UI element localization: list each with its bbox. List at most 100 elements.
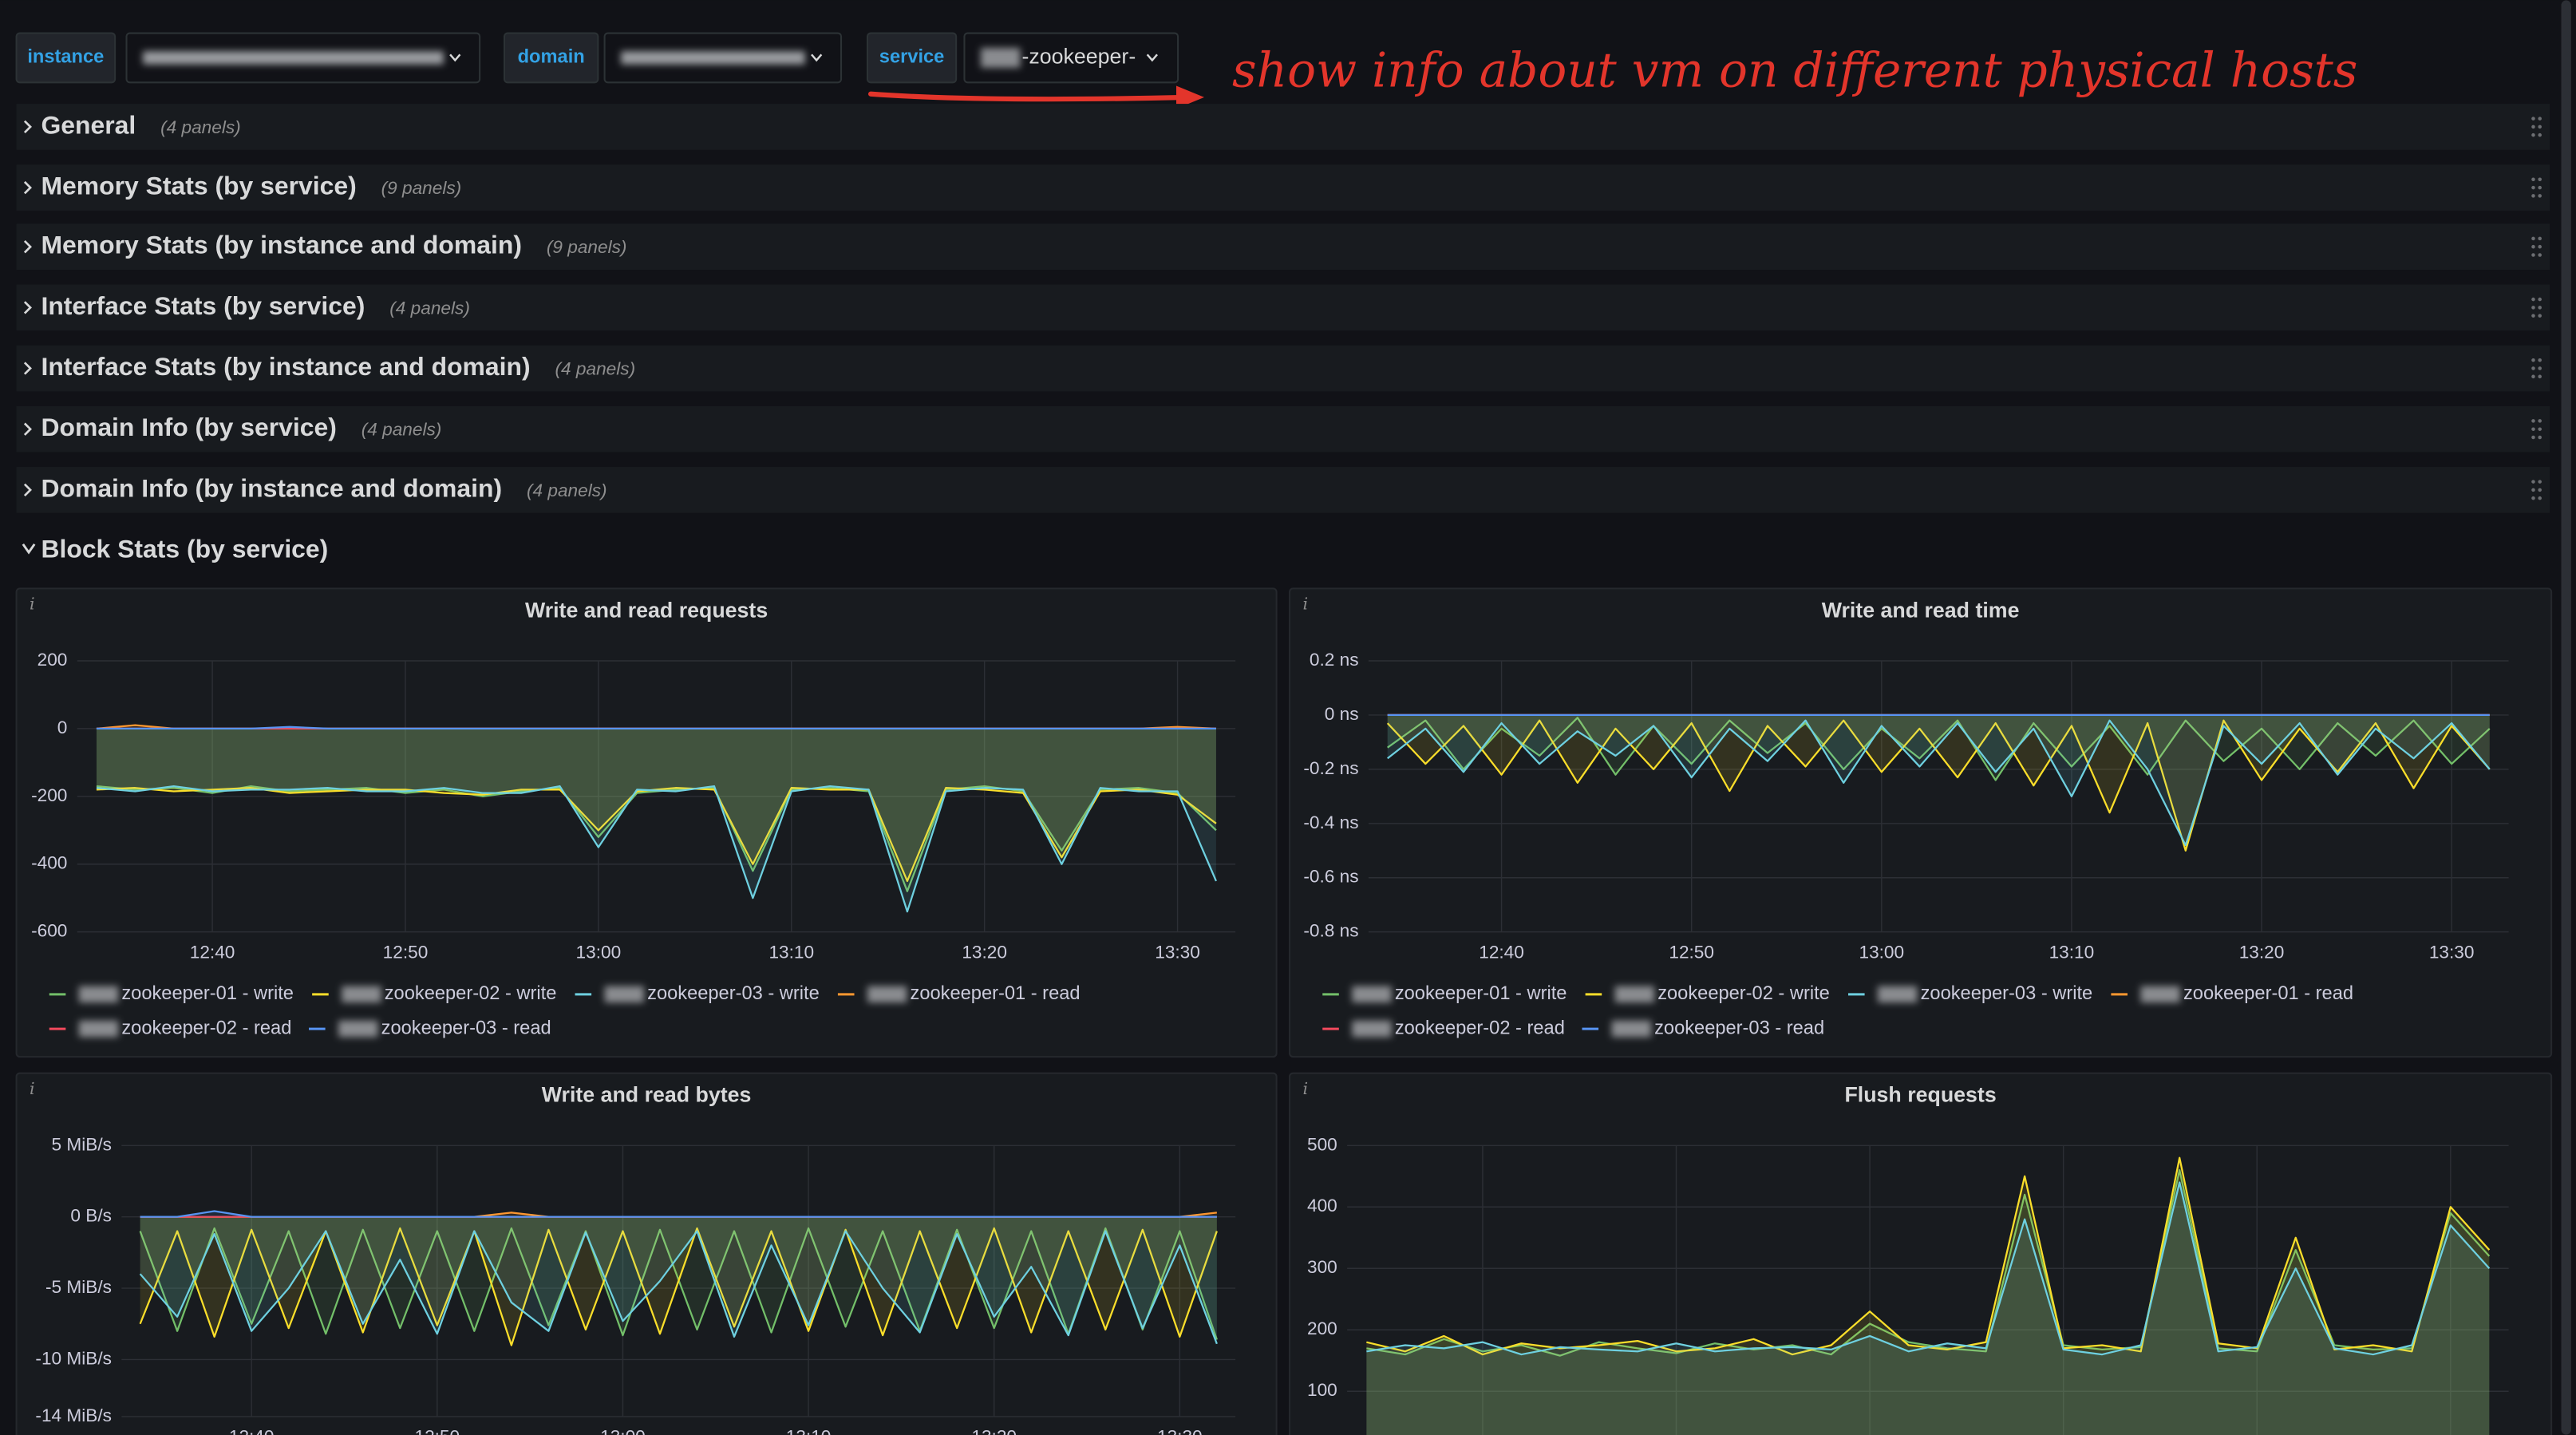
- series-line: [140, 1210, 1217, 1218]
- drag-handle-dot[interactable]: [2531, 488, 2535, 492]
- row-bar[interactable]: [16, 104, 2550, 150]
- panel-title: Flush requests: [1844, 1083, 1996, 1107]
- drag-handle-dot[interactable]: [2538, 358, 2542, 362]
- row-title[interactable]: Interface Stats (by instance and domain): [41, 352, 530, 381]
- drag-handle-dot[interactable]: [2531, 496, 2535, 500]
- drag-handle-dot[interactable]: [2531, 236, 2535, 241]
- drag-handle-dot[interactable]: [2531, 177, 2535, 182]
- drag-handle-dot[interactable]: [2538, 244, 2542, 249]
- drag-handle-dot[interactable]: [2538, 427, 2542, 431]
- legend-blurred-prefix: [78, 986, 119, 1003]
- row-bar[interactable]: [16, 467, 2550, 513]
- legend-label[interactable]: zookeeper-02 - read: [121, 1018, 291, 1038]
- blurred-value: [143, 51, 444, 65]
- drag-handle-dot[interactable]: [2531, 366, 2535, 370]
- legend-label[interactable]: zookeeper-01 - write: [121, 983, 294, 1004]
- row-bar[interactable]: [16, 405, 2550, 453]
- drag-handle-dot[interactable]: [2531, 314, 2535, 318]
- drag-handle-dot[interactable]: [2531, 253, 2535, 257]
- drag-handle-dot[interactable]: [2538, 194, 2542, 198]
- drag-handle-dot[interactable]: [2538, 125, 2542, 129]
- scrollbar[interactable]: [2561, 0, 2571, 1435]
- drag-handle-dot[interactable]: [2538, 314, 2542, 318]
- drag-handle-dot[interactable]: [2538, 177, 2542, 182]
- drag-handle-dot[interactable]: [2531, 480, 2535, 484]
- legend-blurred-prefix: [1878, 986, 1918, 1003]
- drag-handle-dot[interactable]: [2538, 419, 2542, 423]
- open-row-title[interactable]: Block Stats (by service): [41, 534, 328, 563]
- legend-label[interactable]: zookeeper-01 - read: [2183, 983, 2353, 1004]
- x-tick-label: 13:10: [2049, 942, 2095, 962]
- legend-label[interactable]: zookeeper-03 - write: [1921, 983, 2093, 1004]
- x-tick-label: 12:50: [1669, 942, 1714, 962]
- series-area: [140, 1216, 1217, 1344]
- annotation-arrowhead: [1176, 85, 1205, 109]
- drag-handle-dot[interactable]: [2538, 253, 2542, 257]
- x-tick-label: 13:00: [576, 942, 622, 962]
- x-tick-label: 13:20: [962, 942, 1007, 962]
- drag-handle-dot[interactable]: [2538, 132, 2542, 137]
- drag-handle-dot[interactable]: [2538, 366, 2542, 370]
- row-title[interactable]: Memory Stats (by instance and domain): [41, 231, 522, 259]
- drag-handle-dot[interactable]: [2538, 236, 2542, 241]
- drag-handle-dot[interactable]: [2531, 297, 2535, 302]
- drag-handle-dot[interactable]: [2531, 435, 2535, 440]
- row-title[interactable]: Domain Info (by instance and domain): [41, 473, 502, 502]
- drag-handle-dot[interactable]: [2538, 297, 2542, 302]
- drag-handle-dot[interactable]: [2538, 306, 2542, 310]
- y-tick-label: 200: [1307, 1318, 1337, 1338]
- row-bar[interactable]: [16, 284, 2550, 331]
- drag-handle-dot[interactable]: [2531, 244, 2535, 249]
- drag-handle-dot[interactable]: [2538, 117, 2542, 121]
- drag-handle-dot[interactable]: [2531, 125, 2535, 129]
- legend-label[interactable]: zookeeper-01 - read: [911, 983, 1081, 1004]
- variable-label: service: [879, 47, 945, 68]
- row-title[interactable]: Domain Info (by service): [41, 413, 336, 441]
- drag-handle-dot[interactable]: [2531, 194, 2535, 198]
- legend-label[interactable]: zookeeper-02 - write: [1657, 983, 1830, 1004]
- drag-handle-dot[interactable]: [2538, 488, 2542, 492]
- variable-label: instance: [27, 47, 104, 68]
- drag-handle-dot[interactable]: [2538, 480, 2542, 484]
- y-tick-label: -0.8 ns: [1303, 921, 1358, 941]
- variable-value: -zookeeper-: [1021, 45, 1136, 69]
- drag-handle-dot[interactable]: [2538, 435, 2542, 440]
- row-title[interactable]: Interface Stats (by service): [41, 291, 365, 320]
- series-area: [96, 728, 1216, 881]
- legend-label[interactable]: zookeeper-03 - read: [381, 1018, 551, 1038]
- drag-handle-dot[interactable]: [2531, 427, 2535, 431]
- drag-handle-dot[interactable]: [2531, 374, 2535, 379]
- legend-label[interactable]: zookeeper-02 - read: [1395, 1018, 1565, 1038]
- legend-label[interactable]: zookeeper-03 - read: [1654, 1018, 1824, 1038]
- y-tick-label: 200: [38, 650, 68, 670]
- drag-handle-dot[interactable]: [2531, 185, 2535, 190]
- dropdown-chevron: [811, 53, 823, 62]
- row-title[interactable]: General: [41, 110, 136, 139]
- drag-handle-dot[interactable]: [2538, 185, 2542, 190]
- row-bar[interactable]: [16, 164, 2550, 211]
- drag-handle-dot[interactable]: [2531, 358, 2535, 362]
- legend-blurred-prefix: [867, 986, 907, 1003]
- row-bar[interactable]: [16, 223, 2550, 271]
- legend-label[interactable]: zookeeper-01 - write: [1395, 983, 1567, 1004]
- legend-label[interactable]: zookeeper-03 - write: [647, 983, 820, 1004]
- panel: [15, 1072, 1278, 1435]
- series-area: [1387, 714, 2490, 781]
- y-tick-label: -14 MiB/s: [35, 1405, 112, 1425]
- legend-blurred-prefix: [2140, 986, 2180, 1003]
- legend-blurred-prefix: [342, 986, 381, 1003]
- drag-handle-dot[interactable]: [2538, 374, 2542, 379]
- row-bar[interactable]: [16, 345, 2550, 392]
- series-line: [96, 785, 1217, 913]
- drag-handle-dot[interactable]: [2531, 117, 2535, 121]
- row-title[interactable]: Memory Stats (by service): [41, 171, 356, 200]
- legend-label[interactable]: zookeeper-02 - write: [385, 983, 557, 1004]
- drag-handle-dot[interactable]: [2531, 306, 2535, 310]
- x-tick-label: 12:40: [1479, 942, 1524, 962]
- drag-handle-dot[interactable]: [2531, 419, 2535, 423]
- series-area: [1366, 1170, 2490, 1435]
- drag-handle-dot[interactable]: [2538, 496, 2542, 500]
- drag-handle-dot[interactable]: [2531, 132, 2535, 137]
- variable-dropdown[interactable]: [963, 32, 1179, 84]
